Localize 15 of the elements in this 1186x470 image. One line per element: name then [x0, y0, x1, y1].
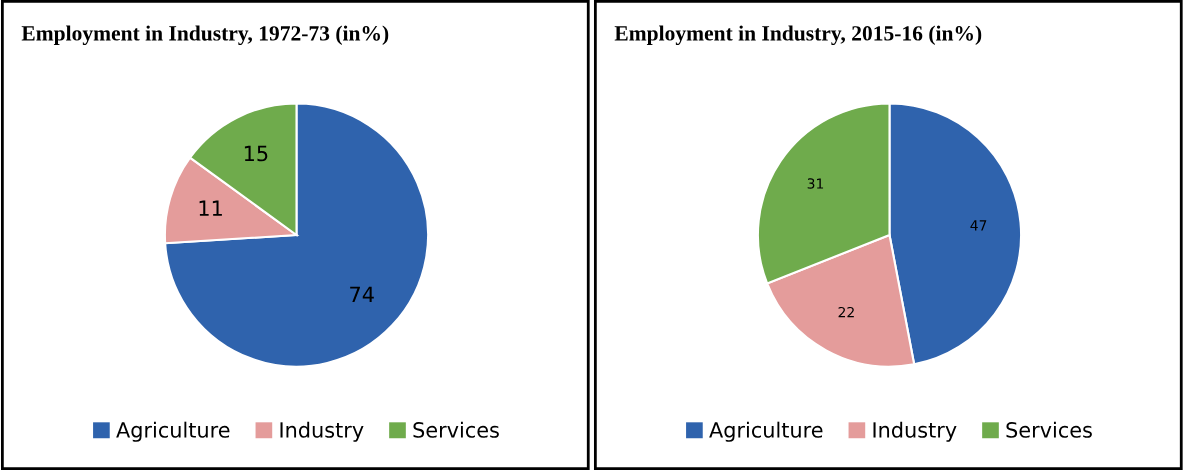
data-label: 22: [838, 306, 854, 318]
data-label: 47: [970, 220, 987, 231]
chart-title: Employment in Industry, 1972-73 (in%): [21, 25, 389, 46]
data-label: 31: [807, 178, 824, 189]
chart-title: Employment in Industry, 2015-16 (in%): [614, 25, 982, 46]
data-label: 15: [244, 145, 268, 162]
legend-label: Services: [1006, 421, 1092, 438]
data-label: 74: [350, 286, 374, 303]
legend-label: Services: [413, 421, 499, 438]
legend-label: Industry: [873, 421, 957, 442]
data-label: 11: [199, 200, 222, 216]
legend-label: Agriculture: [709, 421, 823, 442]
legend-label: Agriculture: [116, 421, 230, 442]
pie-slice: [164, 102, 430, 368]
legend-label: Industry: [280, 421, 364, 442]
